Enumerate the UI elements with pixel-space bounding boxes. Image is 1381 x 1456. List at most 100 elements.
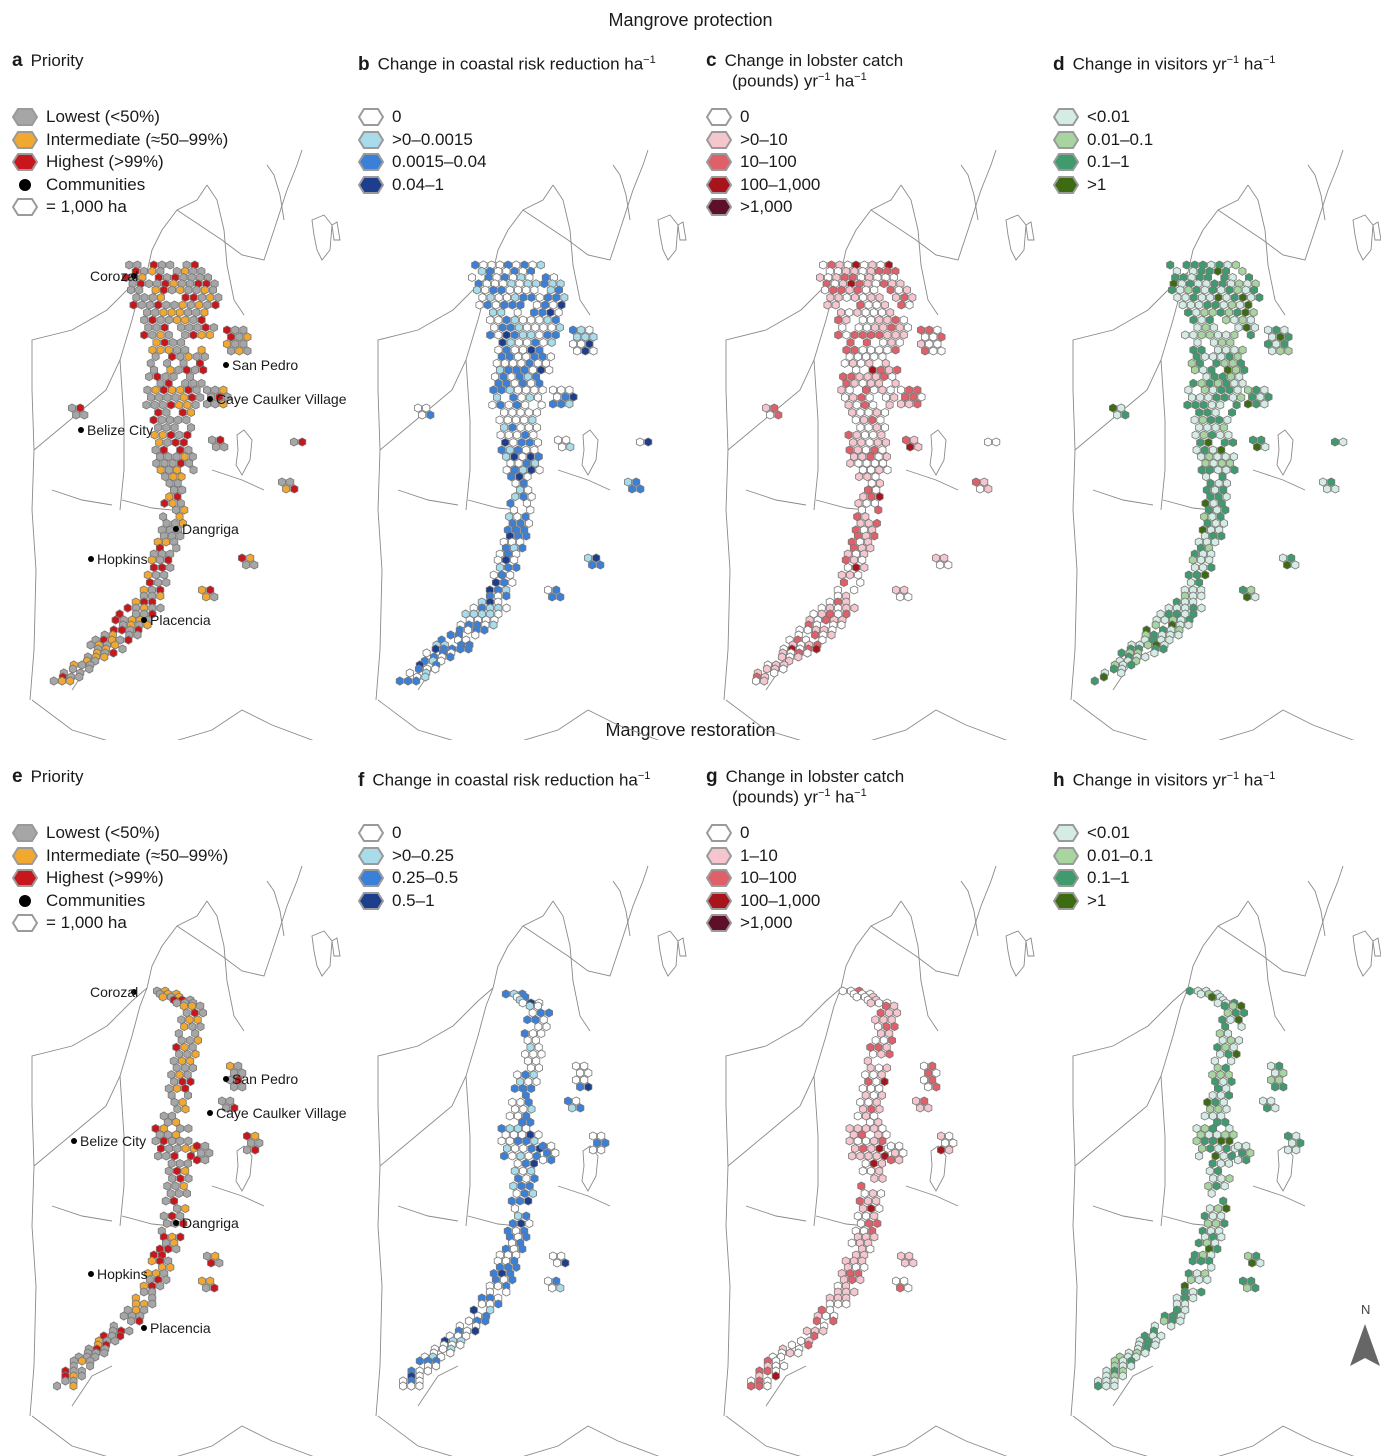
hex-cell (111, 1336, 120, 1346)
hex-cell (1235, 1035, 1244, 1045)
panel-letter: d (1053, 53, 1065, 75)
hex-cell (834, 315, 843, 325)
hex-cell (1217, 285, 1226, 295)
hex-cell (1264, 392, 1273, 402)
panel-letter: c (706, 50, 717, 71)
hex-cell (255, 1138, 264, 1148)
hex-cell (1186, 300, 1195, 310)
hex-cell (143, 570, 152, 580)
hex-cell (152, 337, 161, 348)
hex-cell (862, 322, 871, 333)
place-label: Hopkins (97, 1266, 148, 1282)
hex-cell (849, 555, 859, 565)
hex-cell (770, 668, 779, 678)
hex-cell (513, 385, 523, 395)
hex-cell (1217, 385, 1226, 395)
boundary-line (745, 489, 807, 506)
hex-cell (1195, 1275, 1204, 1285)
place-label: Caye Caulker Village (216, 391, 347, 407)
hex-cell (853, 445, 862, 455)
hex-cell (869, 1158, 878, 1169)
hex-cell (512, 562, 521, 573)
hex-cell (526, 452, 535, 462)
hex-cell (917, 392, 926, 402)
hex-cell (865, 1218, 874, 1229)
hex-cell (1121, 410, 1130, 420)
hex-cell (1280, 325, 1289, 335)
panel-title: c Change in lobster catch (706, 50, 903, 71)
hex-cell (159, 1111, 168, 1121)
hex-cell (810, 1331, 819, 1341)
hex-cell (469, 1305, 478, 1315)
hex-cell (1189, 378, 1198, 388)
hex-cell (1200, 285, 1209, 295)
hex-cell (1268, 332, 1277, 342)
hex-cell (100, 652, 109, 662)
hex-cell (511, 415, 521, 425)
hex-cell (878, 1158, 887, 1169)
hex-cell (984, 484, 993, 494)
hex-cell (164, 465, 173, 475)
hex-cell (878, 1136, 887, 1146)
hex-cell (1233, 285, 1242, 295)
hex-cell (172, 452, 181, 462)
hex-cell (1220, 437, 1229, 448)
hex-cell (202, 1251, 212, 1261)
hex-cell (1287, 553, 1296, 563)
hex-cell (523, 337, 532, 348)
legend-swatch-icon (1053, 175, 1079, 194)
hex-cell (852, 562, 861, 573)
hex-cell (573, 346, 582, 356)
panel-letter: e (12, 766, 23, 787)
hex-cell (875, 1203, 884, 1214)
hex-cell (1150, 648, 1159, 658)
hex-cell (68, 664, 77, 674)
hex-cell (154, 1151, 163, 1161)
hex-cell (850, 292, 859, 303)
island-outline (1005, 214, 1027, 261)
hex-cell (511, 478, 520, 488)
hex-cell (872, 518, 881, 528)
hex-cell (1213, 1244, 1222, 1254)
hex-cell (1203, 300, 1212, 310)
hex-cell (216, 435, 225, 445)
hex-cell (49, 676, 58, 686)
hex-cell (486, 330, 495, 340)
hex-cell (849, 392, 858, 403)
hex-cell (505, 1111, 514, 1121)
hex-cell (500, 300, 509, 310)
hex-cell (167, 1136, 177, 1146)
hex-cell (904, 592, 913, 602)
hex-cell (842, 315, 851, 325)
hex-cell (503, 415, 512, 425)
hex-cell (1225, 1123, 1234, 1134)
hex-cell (535, 292, 544, 303)
boundary-line (31, 699, 314, 740)
hex-cell (1246, 1148, 1255, 1158)
hex-cell (147, 555, 156, 565)
hex-cell (215, 1258, 224, 1268)
hex-cell (859, 1143, 868, 1154)
hex-cell (1184, 285, 1193, 295)
boundary-line (29, 900, 208, 1417)
hex-cell (1212, 392, 1221, 403)
hex-cell (202, 1283, 211, 1293)
hex-cell (174, 1188, 183, 1199)
hex-cell (864, 407, 873, 418)
hex-cell (1167, 1321, 1176, 1331)
hex-cell (881, 392, 891, 403)
legend-label: >1 (1087, 174, 1107, 194)
hex-cell (464, 625, 472, 635)
hex-cell (155, 1130, 164, 1140)
boundary-line (465, 359, 471, 511)
hex-cell (983, 437, 993, 447)
hex-cell (512, 400, 522, 410)
hex-cell (850, 1287, 859, 1297)
hex-cell (531, 337, 540, 348)
hex-cell (239, 339, 248, 349)
hex-cell (1208, 1123, 1218, 1134)
hex-cell (500, 422, 509, 433)
hex-cell (933, 339, 942, 349)
hex-cell (526, 1130, 535, 1140)
hex-cell (878, 1090, 887, 1100)
